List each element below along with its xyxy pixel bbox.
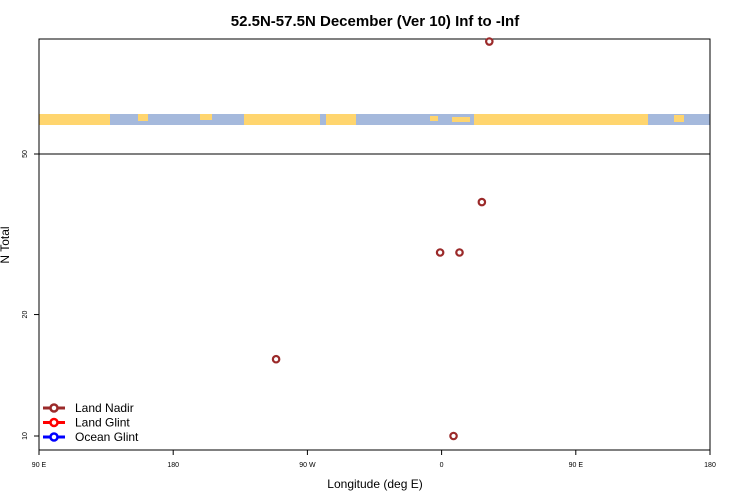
legend-marker: [49, 403, 59, 413]
data-point-land-nadir: [455, 248, 464, 257]
land-segment: [452, 117, 470, 122]
x-tick-label: 90 W: [299, 462, 316, 469]
legend-marker: [49, 432, 59, 442]
legend-label: Land Nadir: [75, 401, 134, 415]
data-point-land-nadir: [477, 197, 487, 207]
land-segment: [200, 114, 212, 120]
land-segment: [674, 115, 684, 122]
x-tick-label: 0: [440, 462, 444, 469]
chart-title: 52.5N-57.5N December (Ver 10) Inf to -In…: [231, 13, 520, 30]
x-axis-title: Longitude (deg E): [327, 477, 422, 491]
land-segment: [474, 114, 648, 125]
land-segment: [326, 114, 356, 125]
land-segment: [138, 114, 148, 121]
land-segment: [430, 116, 438, 121]
x-tick-label: 180: [704, 462, 716, 469]
y-tick-label: 50: [22, 150, 29, 158]
data-points: [271, 37, 494, 441]
y-tick-label: 10: [22, 432, 29, 440]
y-axis-title: N Total: [0, 226, 12, 263]
plot-frame: [38, 38, 711, 451]
data-point-land-nadir: [449, 431, 458, 441]
legend-label: Ocean Glint: [75, 430, 139, 444]
land-ocean-map-strip: [39, 114, 710, 125]
legend-marker: [49, 417, 59, 428]
y-tick-label: 20: [22, 311, 29, 319]
x-tick-label: 90 E: [32, 462, 47, 469]
data-point-land-nadir: [485, 37, 494, 46]
data-point-land-nadir: [271, 354, 281, 364]
land-segment: [244, 114, 320, 125]
y-axis: 10 20 50: [22, 150, 39, 440]
land-segment: [39, 114, 110, 125]
ocean-band: [39, 114, 710, 125]
x-tick-label: 180: [167, 462, 179, 469]
data-point-land-nadir: [435, 248, 445, 257]
x-axis: 90 E 180 90 W 0 90 E 180: [32, 450, 716, 469]
x-tick-label: 90 E: [569, 462, 584, 469]
legend-label: Land Glint: [75, 416, 130, 430]
